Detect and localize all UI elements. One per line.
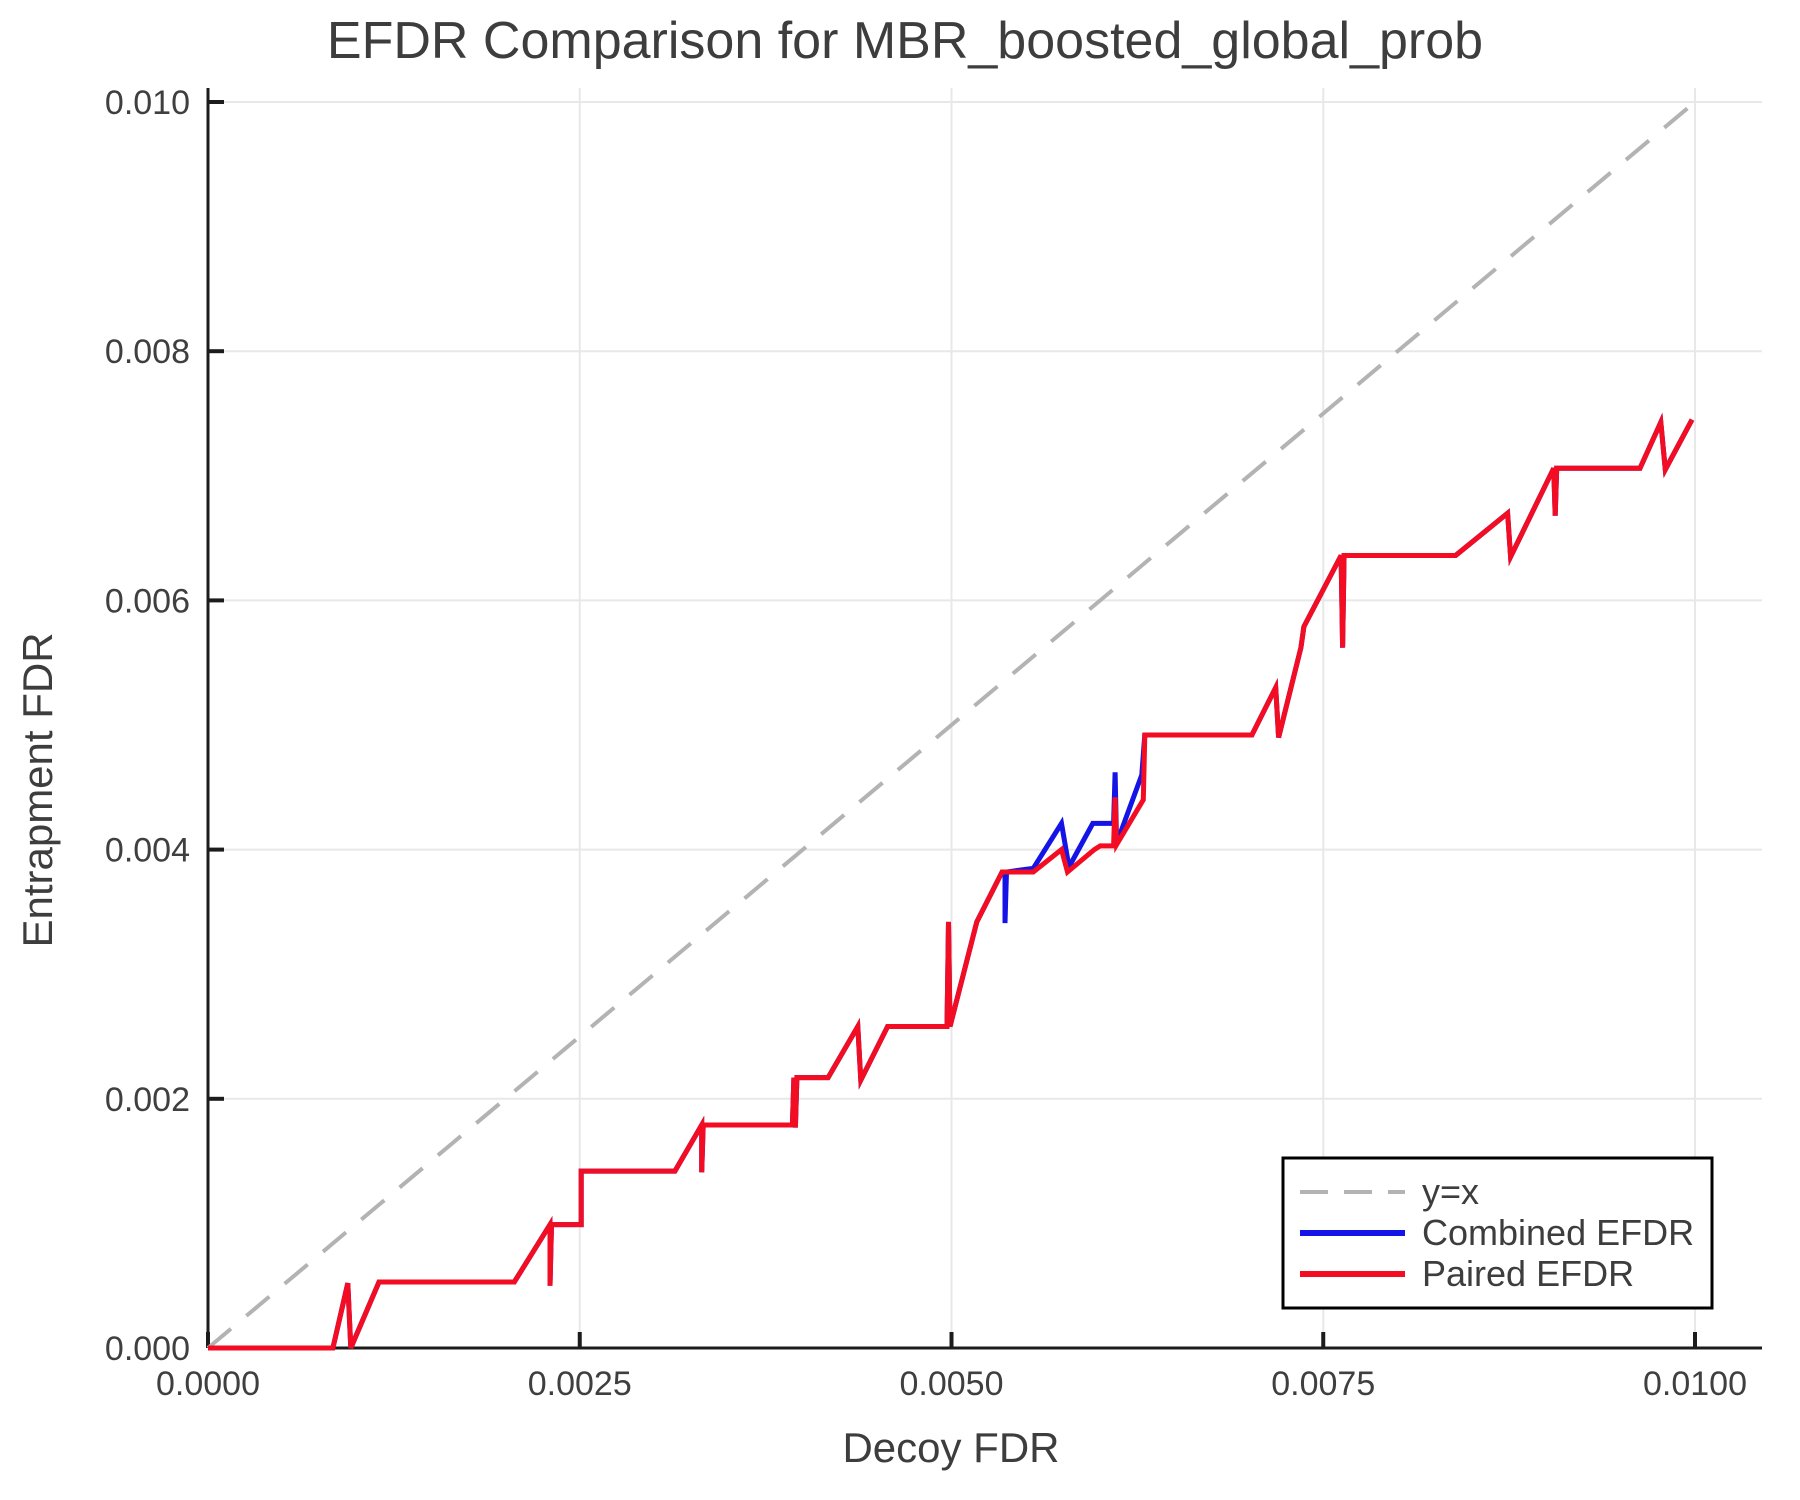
y-tick-label: 0.010 <box>105 84 190 122</box>
x-tick-label: 0.0100 <box>1643 1365 1747 1403</box>
y-tick-label: 0.000 <box>105 1330 190 1368</box>
y-tick-label: 0.006 <box>105 582 190 620</box>
legend: y=x Combined EFDR Paired EFDR <box>1281 1156 1714 1310</box>
x-tick-label: 0.0025 <box>528 1365 632 1403</box>
y-tick-label: 0.002 <box>105 1081 190 1119</box>
yx-reference-line <box>206 100 1697 1350</box>
legend-label-combined: Combined EFDR <box>1422 1212 1694 1253</box>
plot-series <box>206 100 1697 1351</box>
legend-label-paired: Paired EFDR <box>1422 1253 1634 1294</box>
x-tick-label: 0.0075 <box>1271 1365 1375 1403</box>
legend-label-yx: y=x <box>1422 1171 1479 1212</box>
y-tick-label: 0.004 <box>105 832 190 870</box>
x-tick-label: 0.0050 <box>900 1365 1004 1403</box>
x-tick-label: 0.0000 <box>156 1365 260 1403</box>
y-tick-label: 0.008 <box>105 333 190 371</box>
gridlines <box>208 88 1762 1348</box>
x-axis-label: Decoy FDR <box>842 1424 1059 1471</box>
chart-title: EFDR Comparison for MBR_boosted_global_p… <box>327 12 1483 70</box>
y-axis-label: Entrapment FDR <box>14 632 61 947</box>
axis-tick-labels: 0.0000 0.0025 0.0050 0.0075 0.0100 0.000 0.002… <box>105 84 1747 1403</box>
paired-efdr-line <box>208 412 1695 1351</box>
